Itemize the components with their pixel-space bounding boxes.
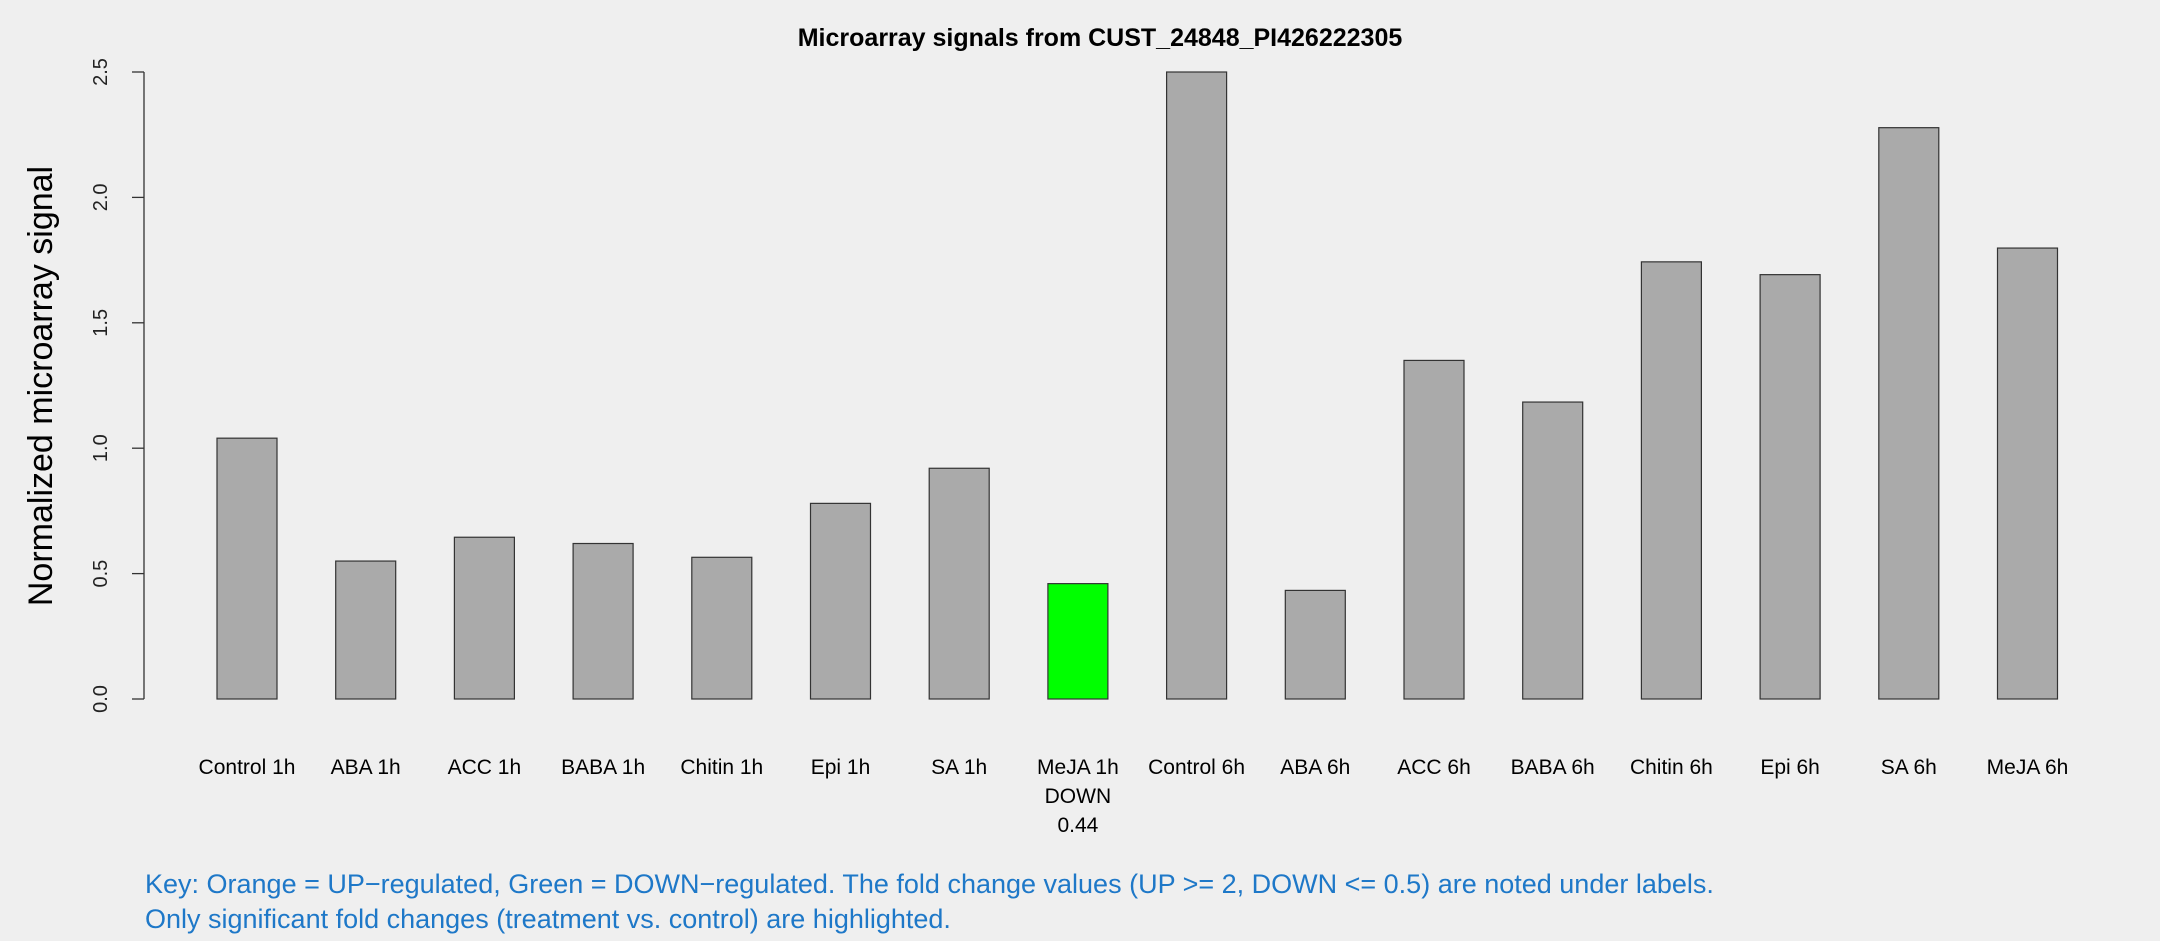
x-tick-label: Chitin 6h	[1630, 756, 1713, 779]
y-tick-label: 1.0	[90, 434, 112, 462]
fold-change-label: 0.44	[1057, 814, 1098, 837]
x-tick-label: ABA 6h	[1280, 756, 1350, 779]
y-tick-label: 2.0	[90, 183, 112, 211]
bar	[216, 437, 278, 700]
bar	[1878, 127, 1940, 700]
bar	[1640, 261, 1703, 700]
x-tick-label: ACC 6h	[1397, 756, 1471, 779]
x-tick-label: MeJA 1h	[1037, 756, 1119, 779]
y-axis-label: Normalized microarray signal	[22, 166, 60, 606]
x-tick-label: Control 1h	[199, 756, 296, 779]
x-tick-label: BABA 6h	[1511, 756, 1595, 779]
y-tick-label: 2.5	[90, 58, 112, 86]
x-tick-label: ABA 1h	[331, 756, 401, 779]
bar	[1996, 247, 2059, 700]
regulation-label: DOWN	[1045, 785, 1112, 808]
key-line-1: Key: Orange = UP−regulated, Green = DOWN…	[145, 869, 1714, 899]
key-line-2: Only significant fold changes (treatment…	[145, 904, 951, 934]
x-tick-label: SA 6h	[1881, 756, 1937, 779]
bar	[691, 556, 753, 700]
x-tick-label: Epi 6h	[1760, 756, 1820, 779]
bar	[1403, 359, 1465, 700]
bar	[809, 502, 872, 700]
chart-title: Microarray signals from CUST_24848_PI426…	[798, 24, 1403, 52]
x-tick-label: BABA 1h	[561, 756, 645, 779]
bar	[1284, 589, 1346, 700]
bar	[1047, 583, 1109, 700]
x-tick-label: Chitin 1h	[680, 756, 763, 779]
y-tick-label: 1.5	[90, 309, 112, 337]
bar	[1759, 274, 1821, 700]
bar	[1165, 71, 1228, 700]
y-tick-label: 0.0	[90, 685, 112, 713]
bar	[335, 560, 397, 700]
x-tick-label: Control 6h	[1148, 756, 1245, 779]
bar	[453, 536, 515, 700]
bar	[572, 542, 634, 700]
bar	[1522, 401, 1584, 700]
x-tick-label: SA 1h	[931, 756, 987, 779]
y-tick-label: 0.5	[90, 560, 112, 588]
x-tick-label: MeJA 6h	[1987, 756, 2069, 779]
bar	[928, 467, 990, 700]
x-tick-label: ACC 1h	[448, 756, 522, 779]
x-tick-label: Epi 1h	[811, 756, 871, 779]
